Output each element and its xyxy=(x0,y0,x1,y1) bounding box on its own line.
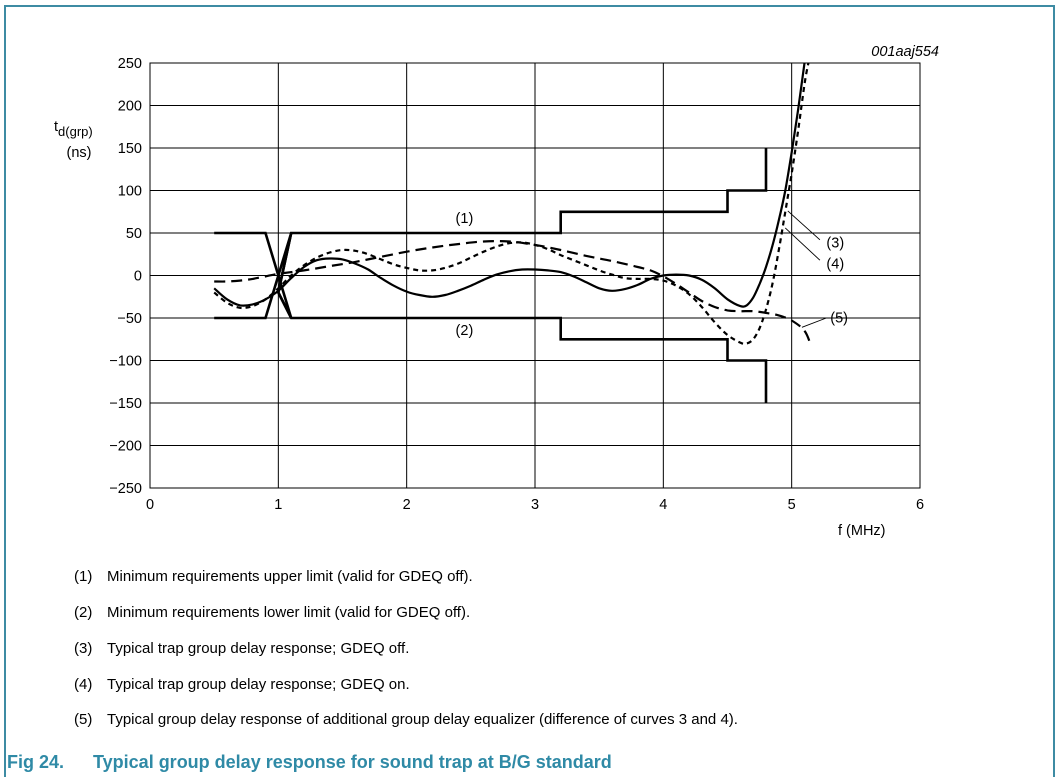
callout-leader-5 xyxy=(801,317,827,328)
series-line-1 xyxy=(214,148,768,319)
note-4: (4) Typical trap group delay response; GD… xyxy=(74,676,410,693)
figure-code: 001aaj554 xyxy=(871,44,939,60)
note-2: (2) Minimum requirements lower limit (val… xyxy=(74,604,471,621)
curve-label-3: (3) xyxy=(826,235,844,251)
x-axis-label: f (MHz) xyxy=(838,523,886,539)
curve-label-4: (4) xyxy=(826,257,844,273)
note-1: (1) Minimum requirements upper limit (val… xyxy=(74,568,473,585)
chart-series xyxy=(213,63,812,403)
figure-frame xyxy=(4,5,1055,777)
curve-label-5: (5) xyxy=(830,310,848,326)
y-axis-subscript: d(grp) xyxy=(58,124,93,139)
x-tick-label: 6 xyxy=(916,497,924,513)
y-tick-label: −200 xyxy=(109,439,142,455)
x-tick-label: 3 xyxy=(531,497,539,513)
series-line-2 xyxy=(214,232,768,403)
note-5: (5) Typical group delay response of addit… xyxy=(74,711,738,728)
y-axis-unit: (ns) xyxy=(67,145,92,161)
series-line-5 xyxy=(214,240,812,346)
y-tick-label: −250 xyxy=(109,481,142,497)
y-axis-symbol: t xyxy=(54,119,58,135)
note-3: (3) Typical trap group delay response; GD… xyxy=(74,640,410,657)
curve-label-1: (1) xyxy=(456,211,474,227)
x-tick-label: 5 xyxy=(788,497,796,513)
x-tick-label: 1 xyxy=(274,497,282,513)
figure-number: Fig 24. xyxy=(7,752,65,772)
y-tick-label: 0 xyxy=(134,269,142,285)
callout-leader-4 xyxy=(784,227,821,261)
callout-leader-3 xyxy=(787,210,821,241)
series-line-3 xyxy=(213,63,806,308)
y-tick-label: 100 xyxy=(118,184,142,200)
figure-caption: Fig 24. Typical group delay response for … xyxy=(7,752,612,773)
x-tick-label: 4 xyxy=(659,497,667,513)
x-tick-label: 2 xyxy=(403,497,411,513)
series-line-4 xyxy=(213,63,810,345)
y-tick-label: −50 xyxy=(117,311,142,327)
x-tick-label: 0 xyxy=(146,497,154,513)
curve-label-2: (2) xyxy=(456,323,474,339)
figure-title: Typical group delay response for sound t… xyxy=(93,752,612,772)
y-tick-label: −150 xyxy=(109,396,142,412)
y-tick-label: 200 xyxy=(118,99,142,115)
y-tick-label: 250 xyxy=(118,56,142,72)
curve-callouts: (1) (2) (3) (4) (5) xyxy=(456,210,848,339)
y-axis-label: td(grp) xyxy=(54,119,93,139)
y-tick-label: −100 xyxy=(109,354,142,370)
y-tick-label: 150 xyxy=(118,141,142,157)
y-tick-label: 50 xyxy=(126,226,142,242)
